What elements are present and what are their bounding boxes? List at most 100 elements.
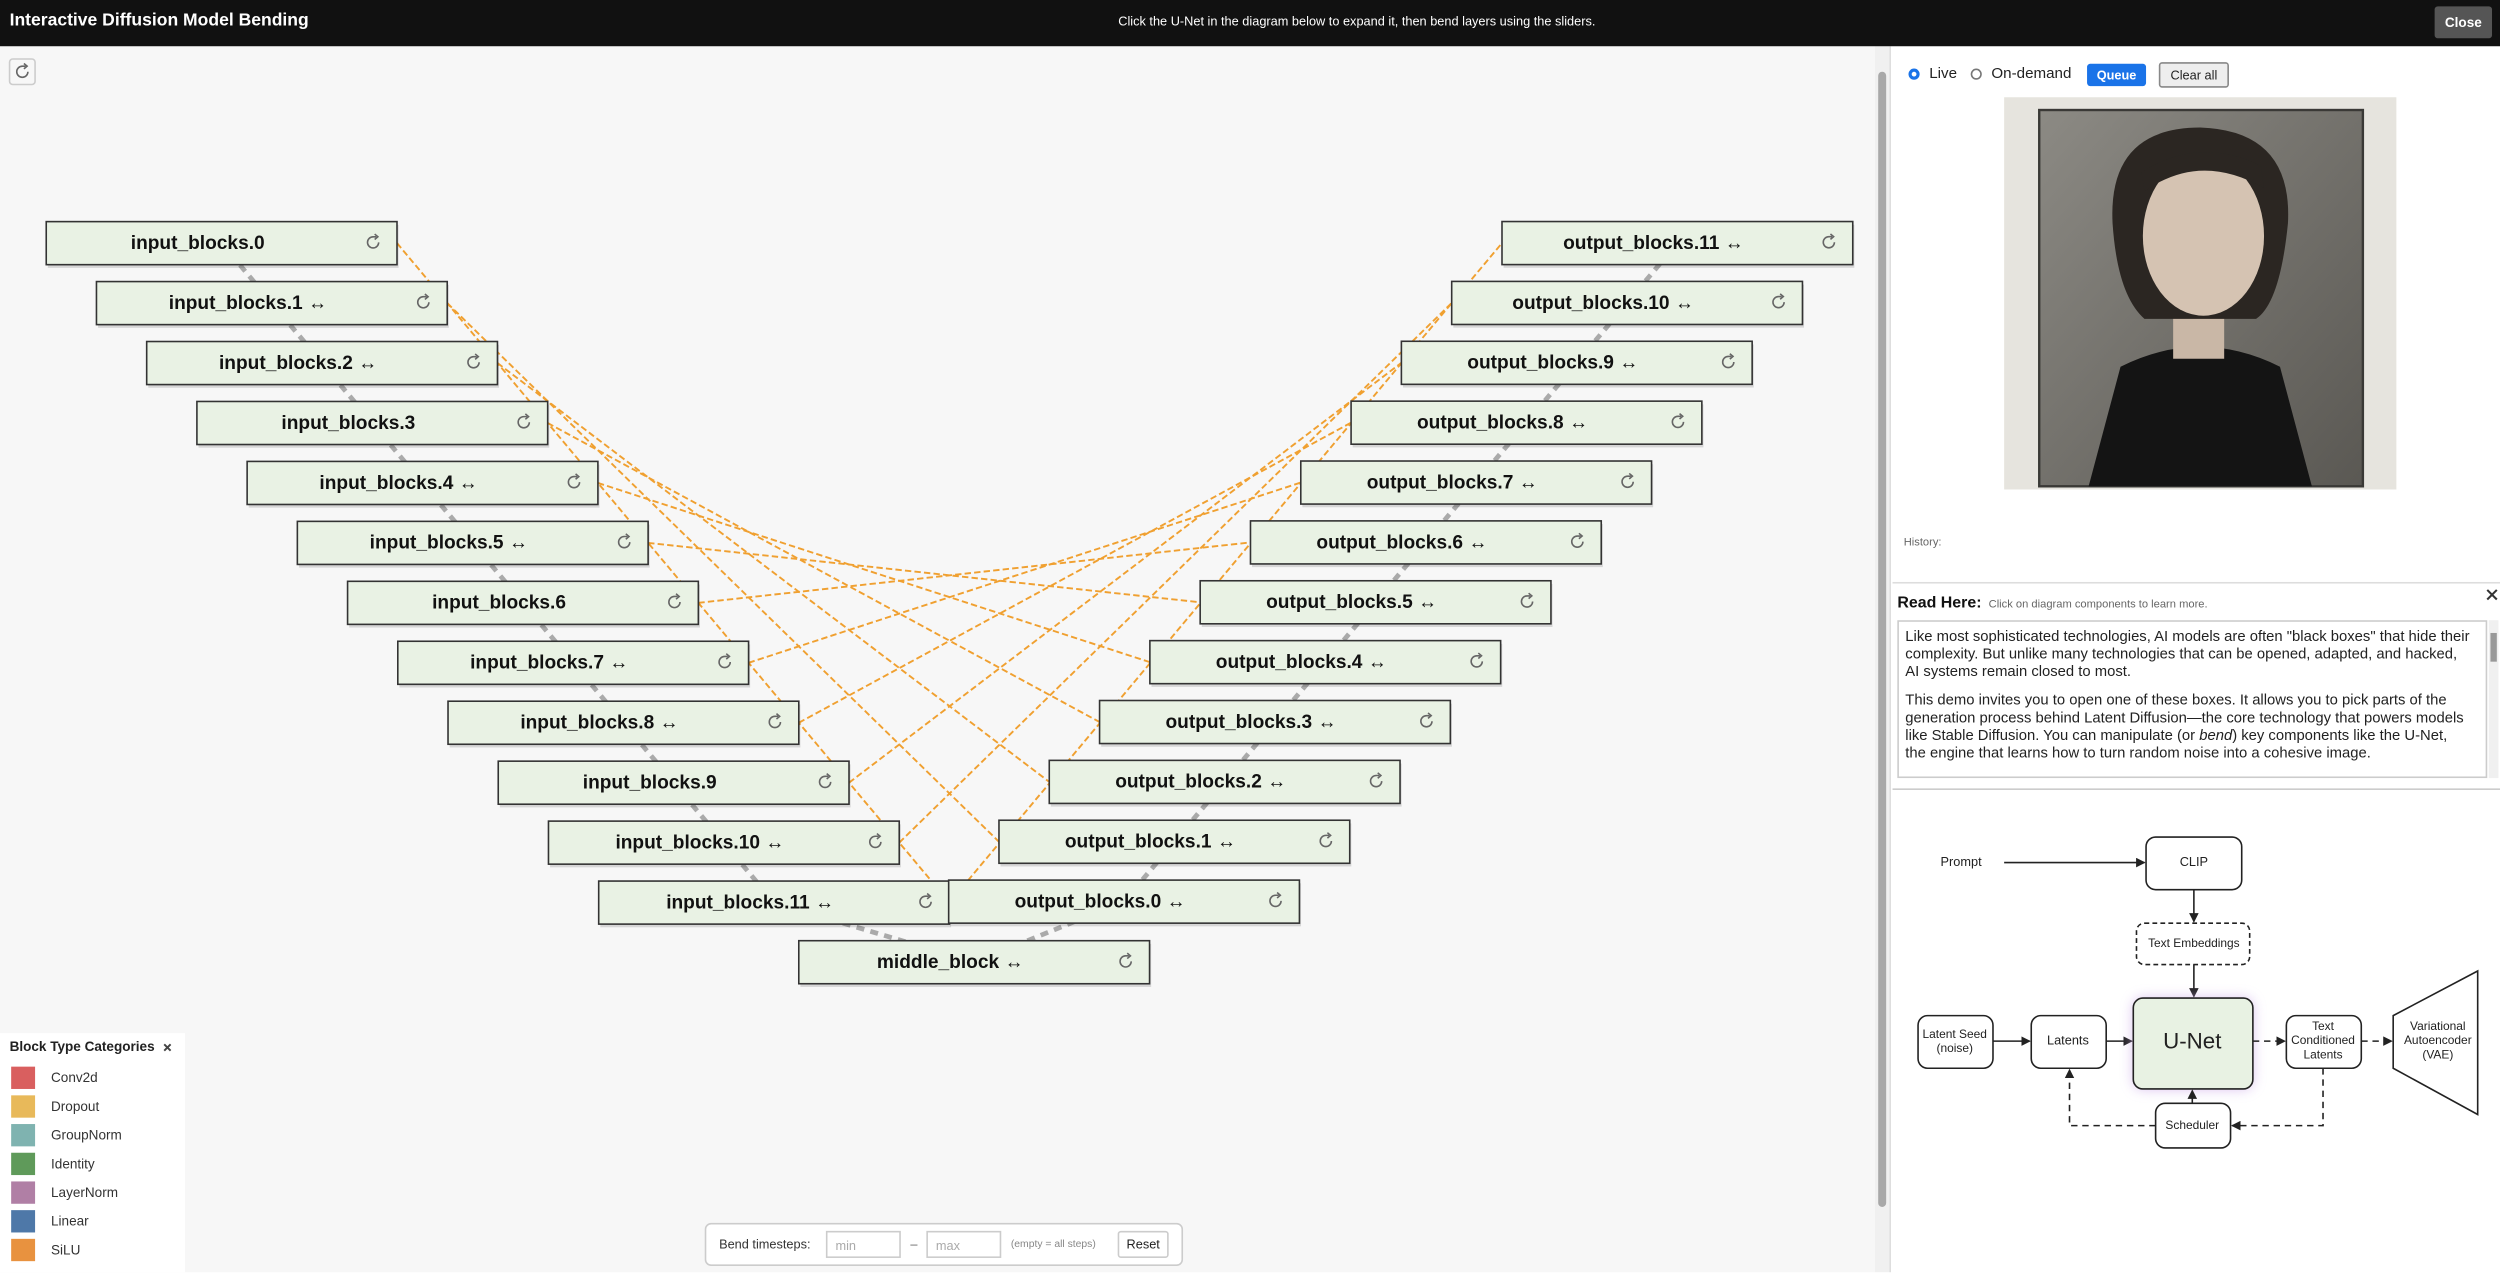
timesteps-panel: Bend timesteps: min – max (empty = all s…	[704, 1222, 1184, 1266]
vae-node[interactable]	[2392, 969, 2479, 1116]
divider	[1892, 581, 2500, 584]
label-line: Autoencoder	[2404, 1033, 2472, 1047]
prompt-label[interactable]: Prompt	[1941, 854, 1983, 869]
unet-block[interactable]	[797, 939, 1151, 985]
block-label: output_blocks.0 ↔	[1015, 891, 1186, 912]
legend-label[interactable]: LayerNorm	[51, 1185, 118, 1200]
unet-block[interactable]	[246, 460, 599, 506]
unet-block[interactable]	[597, 880, 951, 925]
instruction: Click the U-Net in the diagram below to …	[1118, 14, 1596, 29]
read-here-hint: Click on diagram components to learn mor…	[1988, 599, 2208, 611]
arrow	[2064, 1068, 2156, 1127]
text-run: bend	[2199, 727, 2233, 743]
block-label: input_blocks.4 ↔	[319, 473, 477, 494]
header: Interactive Diffusion Model Bending Clic…	[0, 0, 2500, 47]
unet-block[interactable]	[1048, 759, 1401, 805]
block-label: output_blocks.11 ↔	[1563, 233, 1744, 254]
block-label: input_blocks.5 ↔	[370, 533, 528, 554]
scheduler-label: Scheduler	[2165, 1118, 2219, 1132]
unet-block[interactable]	[1350, 400, 1703, 445]
block-label: input_blocks.2 ↔	[219, 353, 377, 374]
refresh-button[interactable]	[8, 58, 36, 86]
timesteps-hint: (empty = all steps)	[1010, 1238, 1096, 1251]
reset-button[interactable]: Reset	[1117, 1230, 1169, 1258]
block-label: output_blocks.6 ↔	[1316, 532, 1487, 553]
legend: Block Type Categories Conv2d Dropout Group…	[0, 1033, 185, 1273]
unet-block[interactable]	[1400, 340, 1753, 386]
unet-diagram: input_blocks.0 input_blocks.1 ↔ input_bloc…	[45, 220, 1855, 987]
block-label: output_blocks.8 ↔	[1417, 413, 1588, 434]
label-line: Latent Seed	[1923, 1027, 1987, 1041]
block-label: input_blocks.6	[432, 593, 566, 614]
unet-block[interactable]	[145, 340, 499, 386]
unet-block[interactable]	[1098, 699, 1452, 745]
live-radio[interactable]	[1908, 68, 1920, 80]
unet-block[interactable]	[1149, 639, 1502, 685]
legend-title: Block Type Categories	[10, 1039, 155, 1054]
min-input[interactable]: min	[825, 1230, 901, 1258]
unet-block[interactable]	[196, 400, 549, 446]
read-here-header: Read Here: Click on diagram components t…	[1897, 587, 2207, 616]
live-label[interactable]: Live	[1929, 65, 1958, 83]
unet-block[interactable]	[95, 280, 449, 326]
legend-swatch	[11, 1095, 36, 1118]
unet-block[interactable]	[1249, 520, 1603, 565]
legend-label[interactable]: Identity	[51, 1156, 95, 1171]
legend-swatch	[11, 1124, 36, 1147]
block-label: output_blocks.5 ↔	[1266, 592, 1437, 613]
legend-close[interactable]	[163, 1043, 172, 1052]
block-label: output_blocks.7 ↔	[1367, 472, 1538, 493]
unet-block[interactable]	[346, 580, 700, 626]
unet-block[interactable]	[547, 820, 901, 865]
skip-connection	[446, 302, 1000, 843]
legend-label[interactable]: SiLU	[51, 1242, 80, 1257]
unet-block[interactable]	[447, 700, 800, 746]
max-input[interactable]: max	[926, 1230, 1002, 1258]
text-run: This demo invites you to open one of the…	[1905, 691, 2464, 743]
label-line: (noise)	[1936, 1041, 1973, 1055]
generated-image	[2004, 97, 2397, 490]
unet-block[interactable]	[45, 220, 398, 266]
read-scroll-thumb[interactable]	[2490, 632, 2497, 662]
unet-block[interactable]	[1199, 579, 1552, 625]
block-label: input_blocks.0	[131, 233, 265, 254]
read-here-title: Read Here:	[1897, 594, 1982, 613]
close-button[interactable]: Close	[2434, 6, 2493, 39]
scroll-thumb[interactable]	[1878, 71, 1887, 1207]
on-demand-label[interactable]: On-demand	[1991, 65, 2072, 83]
read-here-close[interactable]	[2486, 588, 2499, 601]
unet-block[interactable]	[998, 819, 1351, 865]
unet-block[interactable]	[397, 640, 750, 686]
app-title: Interactive Diffusion Model Bending	[9, 11, 309, 31]
block-label: input_blocks.11 ↔	[666, 892, 834, 913]
on-demand-radio[interactable]	[1970, 68, 1982, 80]
history-label: History:	[1903, 537, 1942, 549]
legend-label[interactable]: Dropout	[51, 1099, 99, 1114]
legend-label[interactable]: Conv2d	[51, 1070, 98, 1085]
text-run: ) key components like the U-Net, the eng…	[1905, 727, 2448, 761]
timesteps-label: Bend timesteps:	[719, 1237, 811, 1252]
legend-label[interactable]: Linear	[51, 1214, 89, 1229]
read-scrollbar[interactable]	[2488, 620, 2499, 779]
unet-block[interactable]	[947, 879, 1301, 924]
unet-block[interactable]	[1450, 280, 1804, 326]
unet-block[interactable]	[1501, 220, 1854, 266]
unet-block[interactable]	[1299, 460, 1653, 505]
vae-label: Variational Autoencoder (VAE)	[2404, 1019, 2472, 1062]
skip-connection	[848, 362, 1402, 784]
unet-node[interactable]	[2132, 997, 2254, 1090]
latents-label: Latents	[2047, 1033, 2089, 1048]
legend-label[interactable]: GroupNorm	[51, 1128, 122, 1143]
unet-block[interactable]	[497, 760, 850, 806]
arrow	[2230, 1068, 2324, 1131]
queue-button[interactable]: Queue	[2087, 63, 2147, 87]
unet-block[interactable]	[296, 520, 649, 566]
clear-all-button[interactable]: Clear all	[2158, 62, 2229, 88]
pipeline-diagram: Prompt CLIP Text Embeddings Latent Seed(…	[1892, 788, 2500, 1149]
scrollbar[interactable]	[1875, 46, 1890, 1273]
label-line: Text	[2312, 1019, 2335, 1033]
block-label: output_blocks.4 ↔	[1216, 652, 1387, 673]
skip-connection	[898, 302, 1453, 844]
